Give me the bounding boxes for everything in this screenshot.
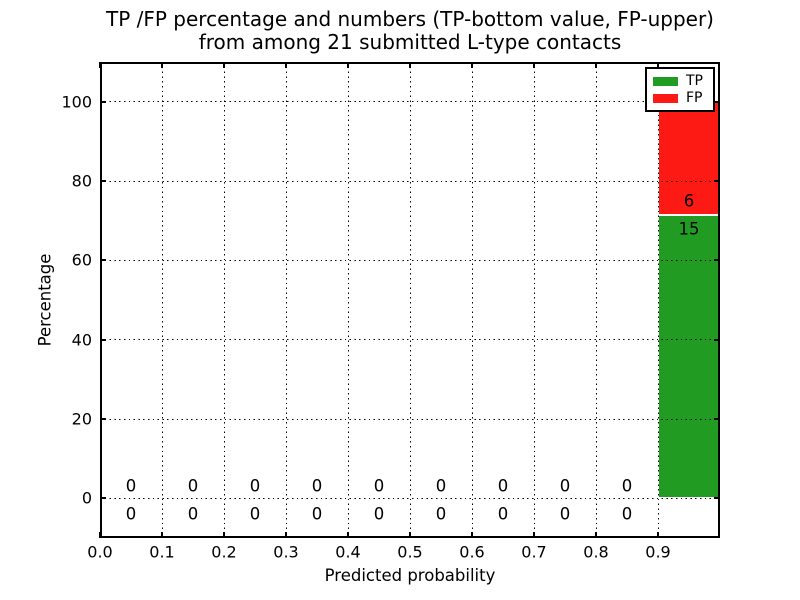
y-tick: [100, 497, 106, 500]
x-gridline: [161, 62, 163, 538]
y-gridline: [100, 339, 720, 341]
bar-count-label: 0: [373, 476, 385, 496]
y-gridline: [100, 497, 720, 499]
y-tick: [714, 100, 720, 103]
x-gridline: [347, 62, 349, 538]
y-gridline: [100, 101, 720, 103]
legend-label: TP: [686, 73, 703, 89]
x-tick: [595, 532, 597, 538]
y-tick: [100, 338, 106, 341]
y-tick: [714, 418, 720, 420]
x-tick: [99, 532, 101, 538]
y-tick: [100, 180, 106, 182]
bar-count-label: 0: [559, 476, 571, 496]
legend: TP FP: [645, 67, 715, 112]
legend-swatch-fp: [653, 93, 678, 103]
x-tick: [223, 532, 225, 538]
bar-count-label: 6: [683, 191, 695, 211]
x-tick: [471, 532, 473, 538]
x-gridline: [223, 62, 225, 538]
y-tick-label: 0: [81, 488, 92, 508]
x-tick: [657, 62, 659, 68]
bar-count-label: 0: [497, 476, 509, 496]
bar-count-label: 0: [497, 504, 509, 524]
y-tick-label: 60: [71, 250, 92, 270]
x-gridline: [409, 62, 411, 538]
bar-count-label: 0: [249, 504, 261, 524]
y-tick: [714, 180, 720, 182]
x-tick: [595, 62, 597, 68]
x-tick-label: 0.7: [521, 542, 547, 562]
bar-count-label: 0: [621, 476, 633, 496]
y-tick: [100, 418, 106, 420]
bar-count-label: 0: [311, 504, 323, 524]
y-tick: [714, 338, 720, 341]
x-tick-label: 0.6: [459, 542, 485, 562]
y-gridline: [100, 259, 720, 261]
y-tick-label: 20: [71, 409, 92, 429]
y-gridline: [100, 418, 720, 420]
bar-count-label: 0: [311, 476, 323, 496]
x-tick: [533, 62, 535, 68]
x-tick: [347, 532, 349, 538]
x-axis-label: Predicted probability: [324, 566, 496, 585]
x-gridline: [595, 62, 597, 538]
y-tick-label: 80: [71, 171, 92, 191]
x-tick: [285, 62, 287, 68]
bar-count-label: 0: [435, 504, 447, 524]
y-tick: [100, 100, 106, 103]
legend-swatch-tp: [653, 76, 678, 86]
bar-count-label: 0: [125, 476, 137, 496]
bar-segment-tp: [658, 215, 720, 499]
chart-title: TP /FP percentage and numbers (TP-bottom…: [100, 8, 720, 53]
x-tick: [285, 532, 287, 538]
x-tick-label: 0.9: [645, 542, 671, 562]
x-tick-label: 0.2: [211, 542, 237, 562]
y-axis-label: Percentage: [35, 253, 55, 347]
bar-count-label: 0: [559, 504, 571, 524]
x-tick: [161, 532, 163, 538]
bar-count-label: 0: [125, 504, 137, 524]
x-gridline: [657, 62, 659, 538]
y-tick-label: 40: [71, 330, 92, 350]
y-gridline: [100, 180, 720, 182]
y-tick-label: 100: [61, 92, 92, 112]
bar-count-label: 0: [187, 476, 199, 496]
x-tick: [657, 532, 659, 538]
legend-entry-fp: FP: [653, 90, 713, 106]
x-tick: [99, 62, 101, 68]
bar-count-label: 0: [373, 504, 385, 524]
y-tick: [714, 259, 720, 262]
bar-segment-fp: [658, 101, 720, 215]
x-tick: [533, 532, 535, 538]
x-tick-label: 0.3: [273, 542, 299, 562]
x-tick: [223, 62, 225, 68]
bar-count-label: 15: [678, 219, 700, 239]
y-tick: [100, 259, 106, 262]
x-gridline: [533, 62, 535, 538]
x-gridline: [471, 62, 473, 538]
bar-count-label: 0: [249, 476, 261, 496]
x-tick-label: 0.5: [397, 542, 423, 562]
bar-count-label: 0: [435, 476, 447, 496]
bar-count-label: 0: [621, 504, 633, 524]
bar-count-label: 0: [187, 504, 199, 524]
x-tick: [409, 532, 411, 538]
legend-label: FP: [686, 90, 703, 106]
chart-title-line2: from among 21 submitted L-type contacts: [198, 29, 622, 54]
y-tick: [714, 497, 720, 500]
x-tick: [471, 62, 473, 68]
x-tick-label: 0.4: [335, 542, 361, 562]
x-gridline: [285, 62, 287, 538]
legend-entry-tp: TP: [653, 73, 713, 89]
x-tick: [161, 62, 163, 68]
x-tick-label: 0.8: [583, 542, 609, 562]
x-tick: [409, 62, 411, 68]
chart-title-line1: TP /FP percentage and numbers (TP-bottom…: [106, 7, 714, 31]
x-tick-label: 0.1: [149, 542, 175, 562]
x-tick: [347, 62, 349, 68]
x-tick-label: 0.0: [87, 542, 113, 562]
